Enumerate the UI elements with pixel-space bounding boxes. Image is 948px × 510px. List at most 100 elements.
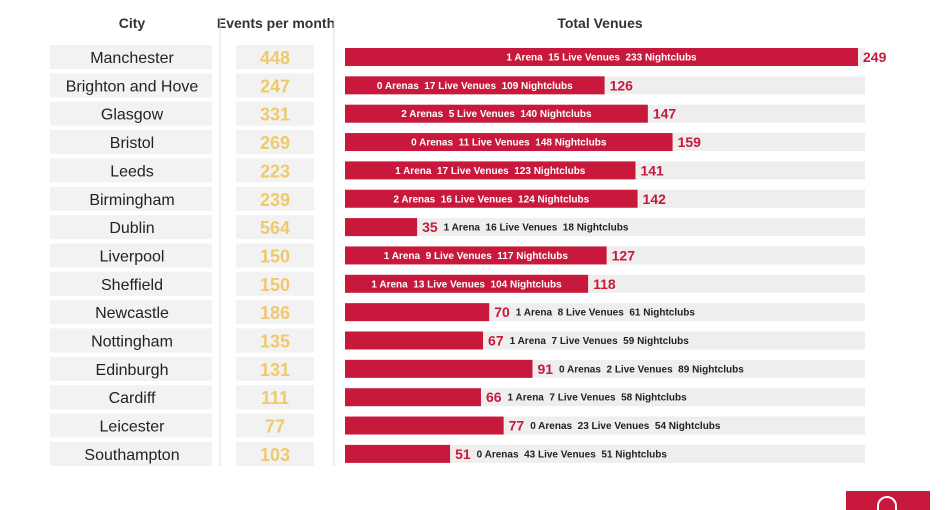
city-cell xyxy=(50,215,212,240)
events-value: 150 xyxy=(260,246,290,266)
city-cell xyxy=(50,356,212,381)
events-value: 103 xyxy=(260,445,290,465)
venue-breakdown: 2 Arenas 16 Live Venues 124 Nightclubs xyxy=(393,194,589,205)
events-value: 564 xyxy=(260,218,290,238)
events-value: 131 xyxy=(260,360,290,380)
venue-bar xyxy=(345,388,481,407)
total-value: 142 xyxy=(643,191,667,207)
city-label: Glasgow xyxy=(101,107,164,124)
city-label: Southampton xyxy=(84,447,179,464)
events-value: 247 xyxy=(260,76,290,96)
table-row: Edinburgh 131 91 0 Arenas 2 Live Venues 89 … xyxy=(50,356,865,381)
events-value: 77 xyxy=(265,417,285,437)
events-cell xyxy=(236,101,314,126)
city-label: Sheffield xyxy=(101,277,163,294)
events-cell xyxy=(236,158,314,183)
city-label: Nottingham xyxy=(91,334,173,351)
venue-breakdown: 2 Arenas 5 Live Venues 140 Nightclubs xyxy=(401,109,592,120)
bar-track xyxy=(345,444,865,463)
chart-rows: Manchester 448 249 1 Arena 15 Live Venues 2… xyxy=(50,45,887,466)
venue-breakdown: 1 Arena 16 Live Venues 18 Nightclubs xyxy=(444,223,629,234)
venue-bar xyxy=(345,189,638,208)
city-cell xyxy=(50,243,212,268)
header-total-venues: Total Venues xyxy=(557,15,643,31)
city-cell xyxy=(50,441,212,466)
header-city: City xyxy=(119,15,146,31)
table-row: Leicester 77 77 0 Arenas 23 Live Venues 54 … xyxy=(50,413,865,438)
city-label: Leeds xyxy=(110,163,154,180)
city-label: Manchester xyxy=(90,50,174,67)
venue-bar xyxy=(345,133,673,152)
table-row: Nottingham 135 67 1 Arena 7 Live Venues 59 … xyxy=(50,328,865,353)
events-value: 111 xyxy=(261,388,289,408)
venue-breakdown: 0 Arenas 23 Live Venues 54 Nightclubs xyxy=(530,421,721,432)
city-cell xyxy=(50,130,212,155)
city-cell xyxy=(50,101,212,126)
total-value: 141 xyxy=(640,162,664,178)
table-row: Brighton and Hove 247 126 0 Arenas 17 Live … xyxy=(50,73,865,98)
bar-track xyxy=(345,218,865,237)
venue-bar xyxy=(345,331,484,350)
table-row: Manchester 448 249 1 Arena 15 Live Venues 2… xyxy=(50,45,887,69)
venue-breakdown: 0 Arenas 11 Live Venues 148 Nightclubs xyxy=(411,138,607,149)
city-label: Liverpool xyxy=(100,248,165,265)
events-value: 150 xyxy=(260,275,290,295)
events-value: 239 xyxy=(260,190,290,210)
venue-breakdown: 0 Arenas 43 Live Venues 51 Nightclubs xyxy=(477,449,668,460)
city-label: Bristol xyxy=(110,135,154,152)
venue-bar xyxy=(345,218,418,237)
total-value: 118 xyxy=(593,276,616,292)
city-cell xyxy=(50,45,212,69)
total-value: 147 xyxy=(653,106,677,122)
venue-bar xyxy=(345,246,607,265)
city-label: Cardiff xyxy=(109,390,156,407)
city-cell xyxy=(50,271,212,296)
events-cell xyxy=(236,271,314,296)
events-cell xyxy=(236,186,314,211)
venue-bar xyxy=(345,48,858,66)
events-cell xyxy=(236,300,314,325)
table-row: Newcastle 186 70 1 Arena 8 Live Venues 61 N… xyxy=(50,300,865,325)
city-cell xyxy=(50,328,212,353)
total-value: 126 xyxy=(610,77,634,93)
events-cell xyxy=(236,441,314,466)
venue-bar xyxy=(345,303,490,322)
total-value: 91 xyxy=(537,361,553,377)
venue-bar xyxy=(345,359,533,378)
venue-breakdown: 1 Arena 7 Live Venues 58 Nightclubs xyxy=(508,393,688,404)
city-label: Leicester xyxy=(100,419,166,436)
table-row: Sheffield 150 118 1 Arena 13 Live Venues 10… xyxy=(50,271,865,296)
city-cell xyxy=(50,158,212,183)
table-row: Bristol 269 159 0 Arenas 11 Live Venues 148… xyxy=(50,130,865,155)
total-value: 67 xyxy=(488,333,504,349)
venue-bar xyxy=(345,104,648,123)
table-row: Cardiff 111 66 1 Arena 7 Live Venues 58 Nig… xyxy=(50,385,865,410)
brand-logo-mark xyxy=(877,496,897,510)
venue-breakdown: 1 Arena 7 Live Venues 59 Nightclubs xyxy=(510,336,690,347)
venue-breakdown: 1 Arena 9 Live Venues 117 Nightclubs xyxy=(384,251,569,262)
events-value: 331 xyxy=(260,105,290,125)
events-value: 186 xyxy=(260,303,290,323)
venue-breakdown: 1 Arena 13 Live Venues 104 Nightclubs xyxy=(371,279,562,290)
city-label: Dublin xyxy=(109,220,154,237)
city-cell xyxy=(50,413,212,438)
venue-breakdown: 1 Arena 15 Live Venues 233 Nightclubs xyxy=(506,53,697,64)
events-cell xyxy=(236,73,314,98)
city-label: Edinburgh xyxy=(96,362,169,379)
events-cell xyxy=(236,328,314,353)
events-cell xyxy=(236,356,314,381)
events-value: 135 xyxy=(260,332,290,352)
city-cell xyxy=(50,186,212,211)
venue-breakdown: 1 Arena 17 Live Venues 123 Nightclubs xyxy=(395,166,586,177)
city-cell xyxy=(50,300,212,325)
events-value: 448 xyxy=(260,48,290,68)
city-label: Birmingham xyxy=(89,192,174,209)
total-value: 127 xyxy=(612,247,636,263)
total-value: 249 xyxy=(863,49,887,65)
venue-breakdown: 0 Arenas 17 Live Venues 109 Nightclubs xyxy=(377,81,573,92)
venue-bar xyxy=(345,76,605,95)
venue-bar xyxy=(345,416,504,435)
brand-logo-icon xyxy=(846,491,930,510)
city-cell xyxy=(50,73,212,98)
